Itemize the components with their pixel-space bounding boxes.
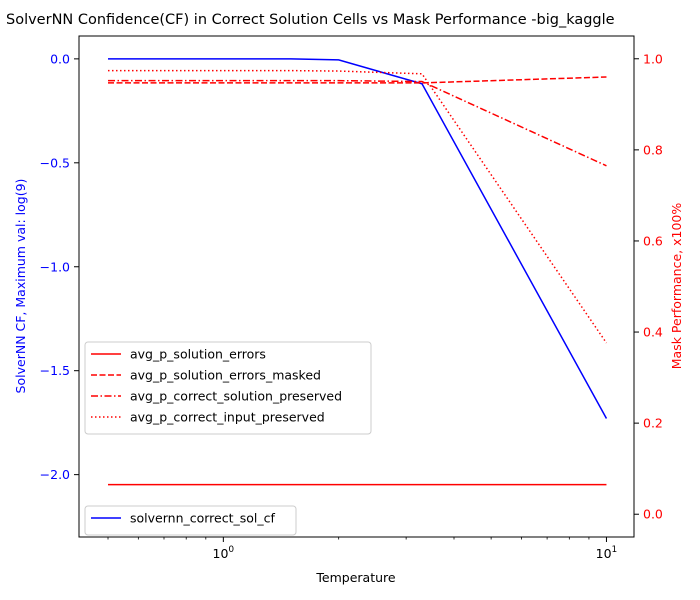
series-line-avg-p-correct-solution-preserved (108, 79, 607, 167)
right-tick-label: 0.2 (643, 416, 663, 431)
legend-label: avg_p_solution_errors_masked (130, 368, 321, 383)
series-line-avg-p-correct-input-preserved (108, 69, 608, 344)
right-axis-label: Mask Performance, x100% (669, 203, 684, 370)
chart-title: SolverNN Confidence(CF) in Correct Solut… (6, 12, 615, 28)
series-line-solvernn-correct-sol-cf (108, 58, 608, 419)
right-tick-label: 0.0 (643, 507, 663, 522)
legend-label: avg_p_correct_solution_preserved (130, 389, 342, 404)
x-tick-base: 10 (213, 546, 229, 561)
legend-box (84, 505, 297, 536)
legend-right-axis-series: avg_p_solution_errors avg_p_solution_erro… (84, 341, 372, 435)
left-tick-label: −0.5 (40, 155, 70, 170)
x-tick-exponent: 0 (228, 545, 234, 555)
left-tick-label: −1.0 (40, 259, 70, 274)
legend-left-axis-series: solvernn_correct_sol_cf (84, 505, 297, 536)
right-axis: 0.0 0.2 0.4 0.6 0.8 1.0 (634, 51, 663, 522)
x-axis: 100 101 (107, 537, 618, 561)
left-tick-label: −2.0 (40, 467, 70, 482)
x-axis-label: Temperature (315, 570, 395, 585)
x-tick-exponent: 1 (612, 545, 618, 555)
x-tick-base: 10 (596, 546, 612, 561)
right-tick-label: 1.0 (643, 51, 663, 66)
x-tick-label: 101 (596, 545, 618, 561)
x-tick-label: 100 (213, 545, 235, 561)
left-tick-label: 0.0 (50, 51, 70, 66)
legend-label: avg_p_correct_input_preserved (130, 410, 325, 425)
right-tick-label: 0.4 (643, 325, 663, 340)
legend-label: avg_p_solution_errors (130, 347, 266, 362)
left-axis: 0.0 −0.5 −1.0 −1.5 −2.0 (40, 51, 79, 482)
right-tick-label: 0.6 (643, 233, 663, 248)
legend-box (84, 341, 372, 435)
series-line-avg-p-solution-errors-masked (108, 76, 607, 84)
left-tick-label: −1.5 (40, 363, 70, 378)
right-tick-label: 0.8 (643, 142, 663, 157)
legend-label: solvernn_correct_sol_cf (130, 511, 276, 526)
plot-lines (108, 58, 608, 486)
left-axis-label: SolverNN CF, Maximum val: log(9) (13, 179, 28, 394)
plot-frame (78, 35, 635, 538)
